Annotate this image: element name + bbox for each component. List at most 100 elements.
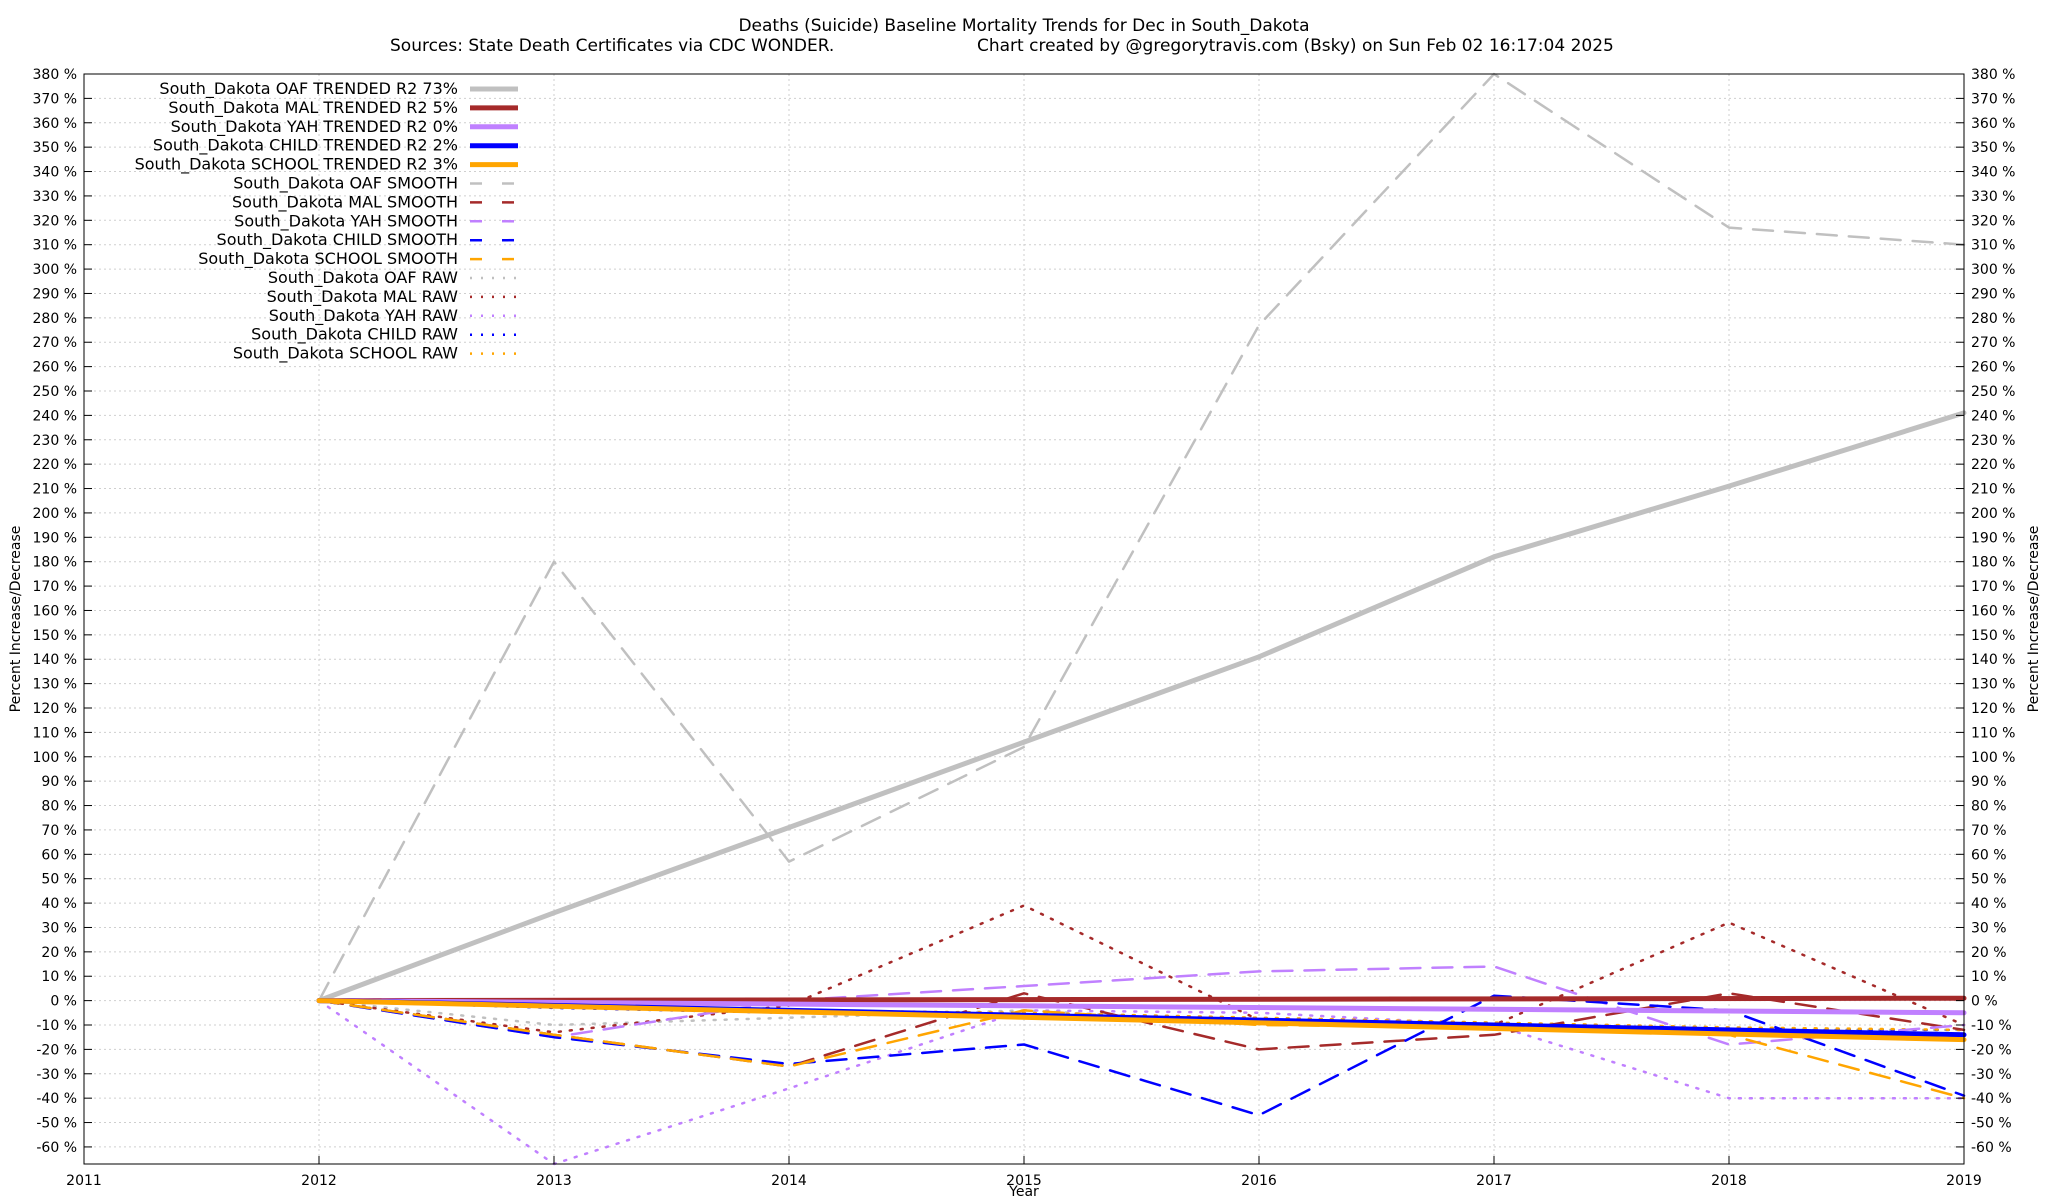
legend-entry-label: South_Dakota MAL TRENDED R2 5%	[168, 98, 458, 118]
grid-lines	[83, 73, 1965, 1164]
y2-tick-label: 320 %	[1971, 213, 2015, 229]
y-tick-label: 140 %	[33, 652, 77, 668]
y-tick-label: 370 %	[33, 91, 77, 107]
y2-tick-label: 70 %	[1971, 823, 2007, 839]
y2-tick-label: 300 %	[1971, 262, 2015, 278]
y2-tick-label: 30 %	[1971, 920, 2007, 936]
y-tick-label: 80 %	[41, 799, 77, 815]
y2-tick-label: 280 %	[1971, 311, 2015, 327]
series-lines	[316, 72, 1967, 1166]
series-line-south_dakota-oaf-smooth	[317, 72, 1966, 1002]
y-tick-label: -50 %	[36, 1116, 77, 1132]
x-tick-label: 2019	[1946, 1173, 1982, 1189]
y-tick-label: -60 %	[36, 1140, 77, 1156]
legend-entry-label: South_Dakota OAF TRENDED R2 73%	[159, 79, 458, 99]
x-tick-label: 2018	[1711, 1173, 1747, 1189]
series-line-south_dakota-school-trended-r2-3	[316, 998, 1967, 1043]
y2-tick-label: 80 %	[1971, 799, 2007, 815]
chart-subtitle-credit: Chart created by @gregorytravis.com (Bsk…	[977, 36, 1614, 56]
y2-tick-label: 380 %	[1971, 67, 2015, 83]
series-line-south_dakota-oaf-trended-r2-73	[316, 410, 1967, 1004]
plot-frame	[83, 73, 1965, 1165]
y2-tick-label: 340 %	[1971, 165, 2015, 181]
series-line-south_dakota-mal-raw	[317, 904, 1966, 1034]
legend-entry-label: South_Dakota YAH SMOOTH	[234, 211, 458, 231]
y-tick-label: -30 %	[36, 1067, 77, 1083]
series-line-south_dakota-child-smooth	[317, 994, 1966, 1117]
y2-tick-label: 190 %	[1971, 530, 2015, 546]
legend-entry-label: South_Dakota YAH TRENDED R2 0%	[171, 117, 458, 137]
y2-tick-label: 120 %	[1971, 701, 2015, 717]
y-tick-label: 330 %	[33, 189, 77, 205]
y2-tick-label: 350 %	[1971, 140, 2015, 156]
legend-entry-label: South_Dakota SCHOOL TRENDED R2 3%	[135, 155, 458, 175]
legend-entry-label: South_Dakota SCHOOL RAW	[233, 344, 458, 364]
y-tick-label: 0 %	[50, 994, 77, 1010]
x-tick-label: 2014	[771, 1173, 807, 1189]
y2-tick-label: 290 %	[1971, 286, 2015, 302]
y-tick-label: 290 %	[33, 286, 77, 302]
y2-tick-label: 260 %	[1971, 360, 2015, 376]
y2-tick-label: -30 %	[1971, 1067, 2012, 1083]
y2-tick-label: 310 %	[1971, 238, 2015, 254]
y2-tick-label: 230 %	[1971, 433, 2015, 449]
y-tick-label: 170 %	[33, 579, 77, 595]
y2-tick-label: 270 %	[1971, 335, 2015, 351]
legend-entry-label: South_Dakota SCHOOL SMOOTH	[198, 249, 458, 269]
y2-tick-label: 20 %	[1971, 945, 2007, 961]
y-tick-label: 230 %	[33, 433, 77, 449]
y2-tick-label: 200 %	[1971, 506, 2015, 522]
y-tick-label: 100 %	[33, 750, 77, 766]
y-tick-label: -20 %	[36, 1042, 77, 1058]
y2-axis-label: Percent Increase/Decrease	[2026, 526, 2042, 713]
y2-tick-label: 130 %	[1971, 677, 2015, 693]
y2-tick-label: 100 %	[1971, 750, 2015, 766]
y-tick-label: 190 %	[33, 530, 77, 546]
y-tick-label: 250 %	[33, 384, 77, 400]
legend-entry-label: South_Dakota CHILD SMOOTH	[217, 230, 458, 250]
y-tick-label: -40 %	[36, 1091, 77, 1107]
y2-tick-label: -50 %	[1971, 1116, 2012, 1132]
y2-tick-label: -10 %	[1971, 1018, 2012, 1034]
y2-tick-label: 220 %	[1971, 457, 2015, 473]
y-tick-label: 340 %	[33, 165, 77, 181]
y2-tick-label: 0 %	[1971, 994, 1998, 1010]
y-tick-label: 20 %	[41, 945, 77, 961]
y2-tick-label: 180 %	[1971, 555, 2015, 571]
y2-tick-label: 330 %	[1971, 189, 2015, 205]
y-tick-label: 240 %	[33, 408, 77, 424]
legend-entry-label: South_Dakota CHILD RAW	[251, 325, 458, 345]
y2-tick-label: 370 %	[1971, 91, 2015, 107]
legend-entry-label: South_Dakota MAL SMOOTH	[232, 192, 458, 212]
y-axis-label: Percent Increase/Decrease	[8, 526, 24, 713]
y2-tick-label: 360 %	[1971, 116, 2015, 132]
x-tick-label: 2015	[1006, 1173, 1042, 1189]
x-axis-label: Year	[1008, 1184, 1039, 1200]
y-tick-label: 40 %	[41, 896, 77, 912]
y2-tick-label: 160 %	[1971, 603, 2015, 619]
series-line-south_dakota-yah-trended-r2-0	[316, 998, 1967, 1016]
y-tick-label: 350 %	[33, 140, 77, 156]
y-tick-label: 50 %	[41, 872, 77, 888]
x-tick-label: 2011	[66, 1173, 102, 1189]
y-tick-label: 360 %	[33, 116, 77, 132]
y-tick-label: 150 %	[33, 628, 77, 644]
y-tick-label: 120 %	[33, 701, 77, 717]
y2-tick-label: 110 %	[1971, 725, 2015, 741]
legend: South_Dakota OAF TRENDED R2 73%South_Dak…	[135, 79, 518, 364]
y-tick-label: 90 %	[41, 774, 77, 790]
y2-tick-label: 170 %	[1971, 579, 2015, 595]
y-tick-label: 200 %	[33, 506, 77, 522]
y-tick-label: 260 %	[33, 360, 77, 376]
y-tick-label: 60 %	[41, 847, 77, 863]
y-tick-label: 110 %	[33, 725, 77, 741]
x-tick-label: 2016	[1241, 1173, 1277, 1189]
y-tick-label: 220 %	[33, 457, 77, 473]
legend-entry-label: South_Dakota YAH RAW	[269, 306, 458, 326]
axis-ticks: 380 % 380 % 370 % 370 % 360 % 360 % 350 % 350 %…	[33, 67, 2016, 1189]
chart-title: Deaths (Suicide) Baseline Mortality Tren…	[738, 16, 1309, 36]
y2-tick-label: 240 %	[1971, 408, 2015, 424]
y2-tick-label: 50 %	[1971, 872, 2007, 888]
y-tick-label: 30 %	[41, 920, 77, 936]
